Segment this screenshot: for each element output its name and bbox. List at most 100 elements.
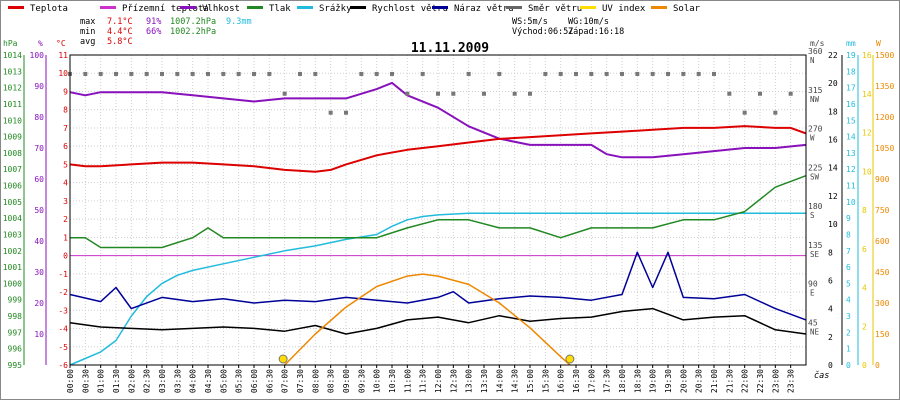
x-tick-label: 21:00 — [710, 369, 719, 393]
wind-direction-point — [788, 91, 793, 96]
stat-value: 7.1°C — [107, 17, 133, 27]
hpa-tick-label: 1010 — [3, 116, 22, 125]
mm-tick-label: 9 — [846, 214, 851, 223]
wind-direction-point — [604, 71, 609, 76]
w-tick-label: 900 — [875, 175, 890, 184]
hpa-tick-label: 1003 — [3, 230, 22, 239]
legend-swatch — [247, 6, 263, 9]
w-tick-label: 1050 — [875, 144, 894, 153]
legend-swatch — [100, 6, 116, 9]
mm-tick-label: 8 — [846, 230, 851, 239]
wind-direction-point — [497, 71, 502, 76]
x-tick-label: 22:00 — [741, 369, 750, 393]
x-tick-label: 19:30 — [664, 369, 673, 393]
stat-value: 9.3mm — [226, 17, 252, 27]
series-layer — [68, 71, 807, 366]
celsius-unit: °C — [56, 39, 66, 48]
legend-swatch — [506, 6, 522, 9]
hpa-tick-label: 1005 — [3, 198, 22, 207]
x-tick-label: 18:00 — [618, 369, 627, 393]
wind-direction-point — [83, 71, 88, 76]
wind-direction-point — [374, 71, 379, 76]
wind-direction-point — [696, 71, 701, 76]
celsius-tick-label: -5 — [58, 343, 68, 352]
x-tick-label: 11:30 — [419, 369, 428, 393]
dir-name-label: SE — [810, 250, 820, 259]
series-line-sr-ky — [69, 212, 806, 366]
wind-direction-point — [436, 91, 440, 96]
wind-direction-point — [589, 71, 594, 76]
x-tick-label: 07:30 — [296, 369, 305, 393]
uv-tick-label: 2 — [862, 322, 867, 331]
celsius-tick-label: 10 — [58, 69, 68, 78]
mm-tick-label: 3 — [846, 312, 851, 321]
celsius-tick-label: 0 — [63, 252, 68, 261]
pct-tick-label: 80 — [34, 113, 44, 122]
legend-swatch — [350, 6, 366, 9]
wind-direction-point — [666, 71, 670, 76]
wind-speed-info: WS:5m/s — [512, 17, 548, 27]
dir-name-label: NE — [810, 327, 820, 336]
wind-direction-point — [451, 91, 456, 96]
x-tick-label: 20:00 — [679, 369, 688, 393]
series-line-solar — [284, 273, 571, 366]
stat-value: 4.4°C — [107, 27, 133, 37]
hpa-tick-label: 1012 — [3, 84, 22, 93]
legend-label: Přízemní teplota — [122, 4, 209, 14]
pct-tick-label: 50 — [34, 206, 44, 215]
celsius-tick-label: -4 — [58, 325, 68, 334]
x-tick-label: 15:00 — [526, 369, 535, 393]
mm-tick-label: 19 — [846, 51, 856, 60]
x-tick-label: 13:30 — [480, 369, 489, 393]
wind-direction-point — [620, 71, 624, 76]
wind-direction-point — [298, 71, 302, 76]
wind-direction-point — [773, 110, 778, 115]
pct-tick-label: 90 — [34, 82, 44, 91]
legend-label: Směr větru — [528, 4, 582, 14]
mm-tick-label: 4 — [846, 296, 851, 305]
uv-tick-label: 12 — [862, 129, 872, 138]
wind-direction-point — [144, 71, 149, 76]
dir-tick-label: 90 — [808, 280, 818, 289]
stat-value: avg — [80, 37, 95, 47]
wind-direction-point — [267, 71, 272, 76]
pct-tick-label: 70 — [34, 144, 44, 153]
x-tick-label: 23:00 — [771, 369, 780, 393]
legend-label: Vlhkost — [202, 4, 240, 14]
legend-label: UV index — [602, 4, 646, 14]
pct-tick-label: 60 — [34, 175, 44, 184]
stat-value: max — [80, 17, 95, 27]
hpa-tick-label: 1004 — [3, 214, 22, 223]
celsius-tick-label: 6 — [63, 142, 68, 151]
x-tick-label: 03:00 — [158, 369, 167, 393]
celsius-tick-label: 1 — [63, 233, 68, 242]
hpa-tick-label: 995 — [8, 361, 23, 370]
plot-border — [69, 54, 807, 366]
pct-tick-label: 10 — [34, 330, 44, 339]
x-tick-label: 23:30 — [787, 369, 796, 393]
hpa-tick-label: 999 — [8, 296, 23, 305]
wind-direction-point — [114, 71, 118, 76]
x-tick-label: 16:30 — [572, 369, 581, 393]
x-tick-label: 18:30 — [633, 369, 642, 393]
ms-tick-label: 0 — [828, 361, 833, 370]
x-tick-label: 14:30 — [511, 369, 520, 393]
dir-tick-label: 45 — [808, 318, 818, 327]
legend-swatch — [580, 6, 596, 9]
wind-direction-point — [313, 71, 318, 76]
ms-tick-label: 22 — [828, 51, 838, 60]
dir-name-label: W — [810, 134, 815, 143]
mm-tick-label: 16 — [846, 100, 856, 109]
x-tick-label: 12:00 — [434, 369, 443, 393]
x-tick-label: 05:30 — [235, 369, 244, 393]
pct-tick-label: 100 — [30, 51, 45, 60]
wind-direction-point — [574, 71, 578, 76]
ms-tick-label: 20 — [828, 79, 838, 88]
x-tick-label: 04:00 — [189, 369, 198, 393]
pct-tick-label: 30 — [34, 268, 44, 277]
hpa-tick-label: 998 — [8, 312, 23, 321]
mm-tick-label: 6 — [846, 263, 851, 272]
hpa-tick-label: 1002 — [3, 247, 22, 256]
